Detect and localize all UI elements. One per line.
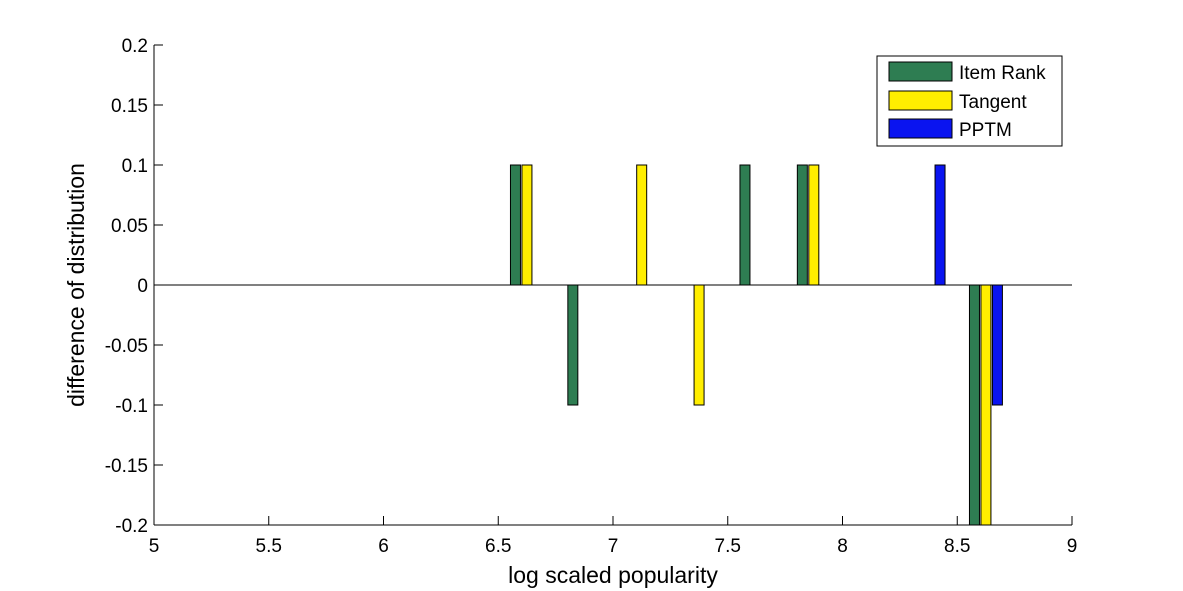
x-tick-label: 5 (149, 536, 160, 557)
y-tick-label: 0.15 (111, 96, 148, 117)
y-tick-label: 0.1 (122, 156, 148, 177)
x-axis-label: log scaled popularity (508, 562, 718, 588)
x-tick-label: 7.5 (715, 536, 741, 557)
bar-tangent-3 (808, 164, 820, 286)
bar-item-rank-4 (968, 284, 980, 526)
y-tick-label: -0.15 (105, 456, 148, 477)
bar-tangent-1 (636, 164, 648, 286)
legend-label-tangent: Tangent (959, 92, 1027, 113)
bar-item-rank-2 (739, 164, 751, 286)
bar-tangent-2 (693, 284, 705, 406)
legend-swatch-pptm (888, 118, 953, 139)
x-tick-label: 5.5 (256, 536, 282, 557)
legend-label-item-rank: Item Rank (959, 63, 1046, 84)
y-axis-label: difference of distribution (63, 163, 89, 407)
x-tick-label: 6.5 (485, 536, 511, 557)
y-tick-label: -0.05 (105, 336, 148, 357)
legend-swatch-item-rank (888, 61, 953, 82)
bar-item-rank-0 (509, 164, 521, 286)
y-tick-label: 0.2 (122, 36, 148, 57)
y-tick-label: -0.2 (115, 516, 148, 537)
y-tick-label: 0 (137, 276, 148, 297)
y-tick-label: -0.1 (115, 396, 148, 417)
bar-item-rank-3 (796, 164, 808, 286)
x-tick-label: 6 (378, 536, 389, 557)
y-tick-label: 0.05 (111, 216, 148, 237)
x-tick-label: 7 (608, 536, 619, 557)
bar-item-rank-1 (567, 284, 579, 406)
legend: Item Rank Tangent PPTM (876, 55, 1063, 147)
x-tick-label: 8 (837, 536, 848, 557)
x-tick-label: 9 (1067, 536, 1078, 557)
x-tick-label: 8.5 (944, 536, 970, 557)
bar-pptm-0 (934, 164, 946, 286)
bar-tangent-4 (980, 284, 992, 526)
legend-label-pptm: PPTM (959, 120, 1012, 141)
ticks-group: 5 5.5 6 6.5 7 7.5 8 8.5 9 0.2 0.15 0.1 0.05 0 -0.05 -0.… (105, 36, 1078, 557)
legend-swatch-tangent (888, 90, 953, 111)
bar-pptm-1 (991, 284, 1003, 406)
bar-tangent-0 (521, 164, 533, 286)
